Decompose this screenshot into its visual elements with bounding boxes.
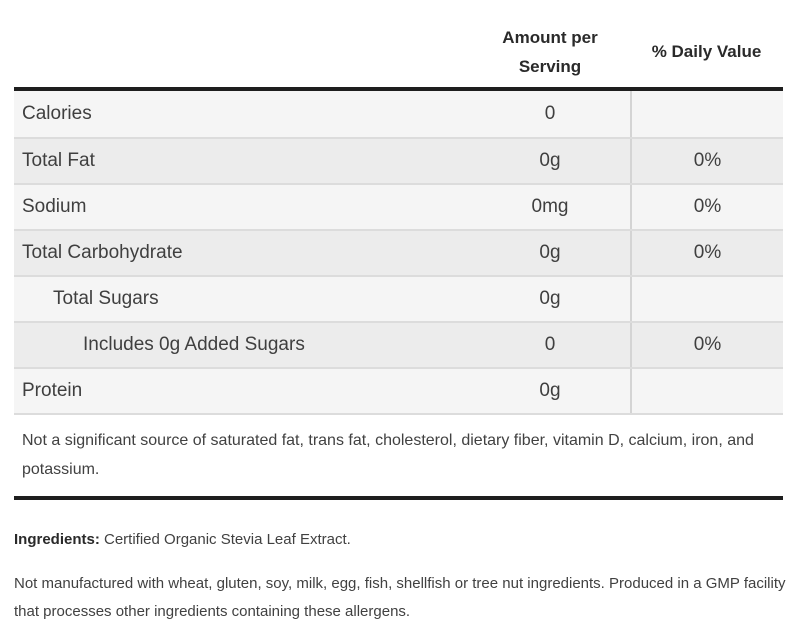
nutrient-name: Total Sugars: [53, 288, 159, 309]
nutrient-amount: 0: [544, 103, 556, 124]
nutrient-amount: 0g: [539, 380, 561, 401]
nutrient-amount: 0mg: [531, 196, 569, 217]
nutrient-amount: 0: [544, 334, 556, 355]
column-header-amount-per-serving: Amount per Serving: [502, 27, 598, 76]
nutrient-name: Includes 0g Added Sugars: [83, 334, 305, 355]
not-significant-source-note: Not a significant source of saturated fa…: [14, 413, 783, 496]
nutrient-name: Total Fat: [22, 150, 95, 171]
table-header: Amount per Serving % Daily Value: [14, 0, 783, 87]
ingredients-text: Certified Organic Stevia Leaf Extract.: [99, 531, 351, 548]
table-body: Calories 0 Total Fat 0g 0% Sodium 0mg 0%…: [14, 87, 783, 500]
nutrient-amount: 0g: [539, 150, 561, 171]
column-header-daily-value: % Daily Value: [651, 42, 762, 61]
nutrient-name: Sodium: [22, 196, 87, 217]
allergen-statement: Not manufactured with wheat, gluten, soy…: [14, 575, 786, 620]
nutrient-daily-value: 0%: [630, 231, 783, 275]
nutrient-daily-value: 0%: [630, 323, 783, 367]
nutrient-daily-value: 0%: [630, 139, 783, 183]
nutrient-amount: 0g: [539, 288, 561, 309]
table-row: Total Sugars 0g: [14, 275, 783, 321]
table-row: Total Fat 0g 0%: [14, 137, 783, 183]
table-row: Calories 0: [14, 91, 783, 137]
ingredients-label: Ingredients:: [14, 531, 100, 548]
table-row: Protein 0g: [14, 367, 783, 413]
nutrient-daily-value: 0%: [630, 185, 783, 229]
nutrient-daily-value: [630, 91, 783, 137]
nutrient-name: Protein: [22, 380, 83, 401]
table-row: Includes 0g Added Sugars 0 0%: [14, 321, 783, 367]
table-row: Total Carbohydrate 0g 0%: [14, 229, 783, 275]
nutrient-name: Calories: [22, 103, 92, 124]
nutrient-amount: 0g: [539, 242, 561, 263]
ingredients-statement: Ingredients: Certified Organic Stevia Le…: [14, 528, 786, 552]
nutrition-facts-panel: Amount per Serving % Daily Value Calorie…: [14, 0, 783, 500]
nutrient-name: Total Carbohydrate: [22, 242, 183, 263]
nutrient-daily-value: [630, 277, 783, 321]
table-row: Sodium 0mg 0%: [14, 183, 783, 229]
nutrient-daily-value: [630, 369, 783, 413]
